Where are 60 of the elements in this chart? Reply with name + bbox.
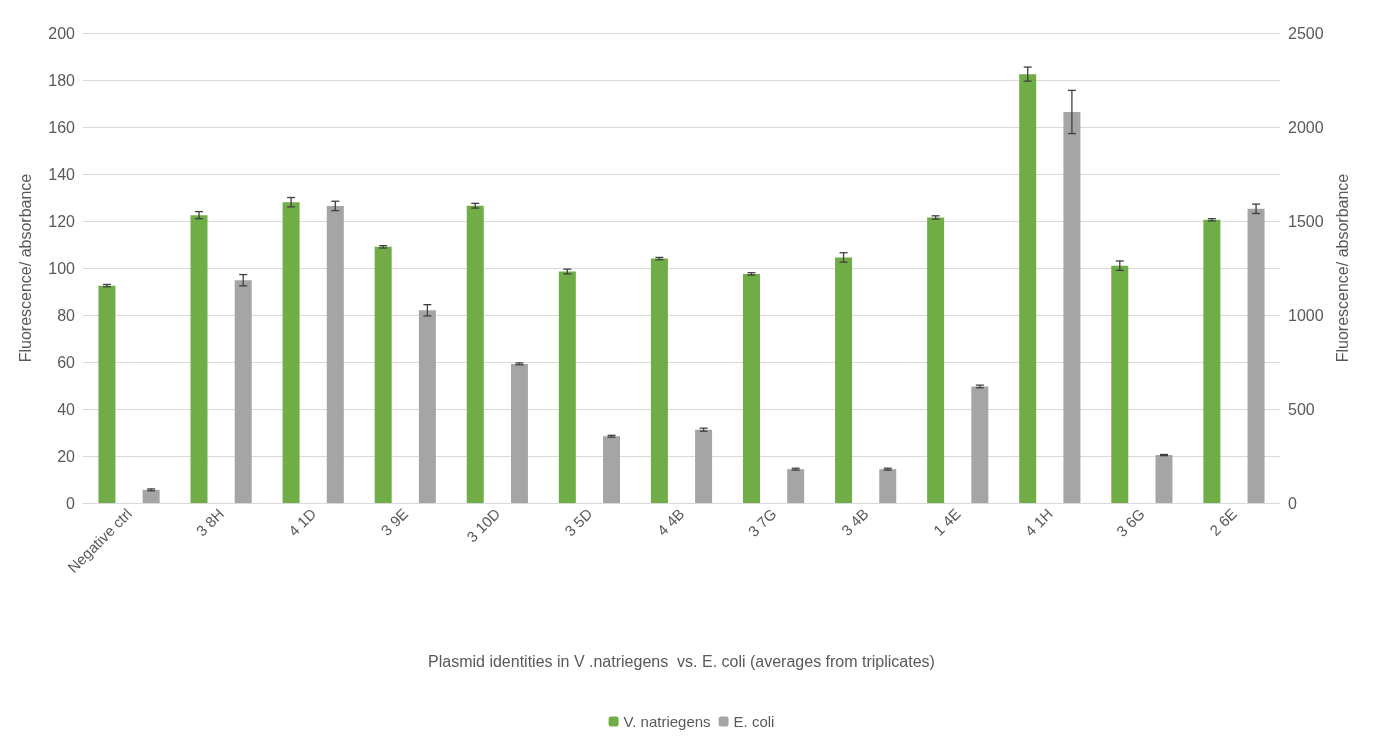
y-tick-label: 160 (48, 118, 76, 136)
bar (971, 386, 989, 503)
y2-tick-label: 2500 (1288, 24, 1324, 42)
legend-label: E. coli (733, 713, 775, 730)
y-tick-label: 140 (48, 165, 76, 183)
x-tick-label: 2 6E (1206, 504, 1240, 539)
y-tick-label: 100 (48, 259, 76, 277)
x-tick-label: 3 6G (1112, 504, 1148, 540)
x-axis-title: Plasmid identities in V .natriegens vs. E. coli (averages from triplicates) (428, 652, 935, 670)
bar (558, 271, 576, 503)
bar (603, 436, 621, 503)
x-tick-label: 4 1D (284, 504, 320, 540)
y-tick-label: 0 (66, 494, 76, 512)
bar (466, 205, 484, 503)
bar (510, 363, 528, 503)
legend-label: V. natriegens (623, 713, 711, 730)
bar (142, 489, 160, 503)
bar (1247, 208, 1265, 503)
bar (374, 246, 392, 503)
y2-tick-label: 1000 (1288, 306, 1324, 324)
y-tick-label: 180 (48, 71, 76, 89)
bar (1063, 111, 1081, 503)
y2-tick-label: 1500 (1288, 212, 1324, 230)
bar (282, 202, 300, 503)
bar (927, 217, 945, 503)
x-tick-label: 3 7G (744, 504, 780, 540)
y-axis-title: Fluorescence/ absorbance (16, 173, 34, 363)
bar (650, 258, 668, 503)
bar (190, 215, 208, 503)
y-tick-label: 200 (48, 24, 76, 42)
y2-tick-label: 2000 (1288, 118, 1324, 136)
bar (787, 469, 805, 503)
y2-axis-title: Fluorescence/ absorbance (1333, 173, 1351, 363)
x-tick-label: 1 4E (929, 504, 964, 539)
bar (835, 257, 853, 503)
y-tick-label: 60 (57, 353, 76, 371)
bar (98, 285, 116, 503)
x-tick-label: 4 1H (1021, 504, 1056, 540)
y2-tick-label: 0 (1288, 494, 1297, 512)
bar (879, 469, 897, 503)
bar (695, 429, 713, 503)
bar (326, 205, 344, 503)
bar (1019, 74, 1037, 503)
x-tick-label: 3 5D (561, 504, 596, 540)
bar (234, 280, 252, 503)
bar (1111, 265, 1129, 503)
bar (1155, 455, 1173, 503)
x-tick-label: 3 9E (377, 504, 412, 539)
y-tick-label: 20 (57, 447, 76, 465)
y2-tick-label: 500 (1288, 400, 1315, 418)
x-tick-label: 3 4B (837, 504, 872, 539)
bar (418, 310, 436, 503)
x-tick-label: 3 8H (192, 504, 228, 540)
x-tick-label: 4 4B (653, 504, 688, 539)
bar (1203, 219, 1221, 503)
x-tick-label: 3 10D (463, 504, 504, 546)
y-tick-label: 40 (57, 400, 76, 418)
y-tick-label: 80 (57, 306, 76, 324)
bar (742, 273, 760, 503)
y-tick-label: 120 (48, 212, 76, 230)
